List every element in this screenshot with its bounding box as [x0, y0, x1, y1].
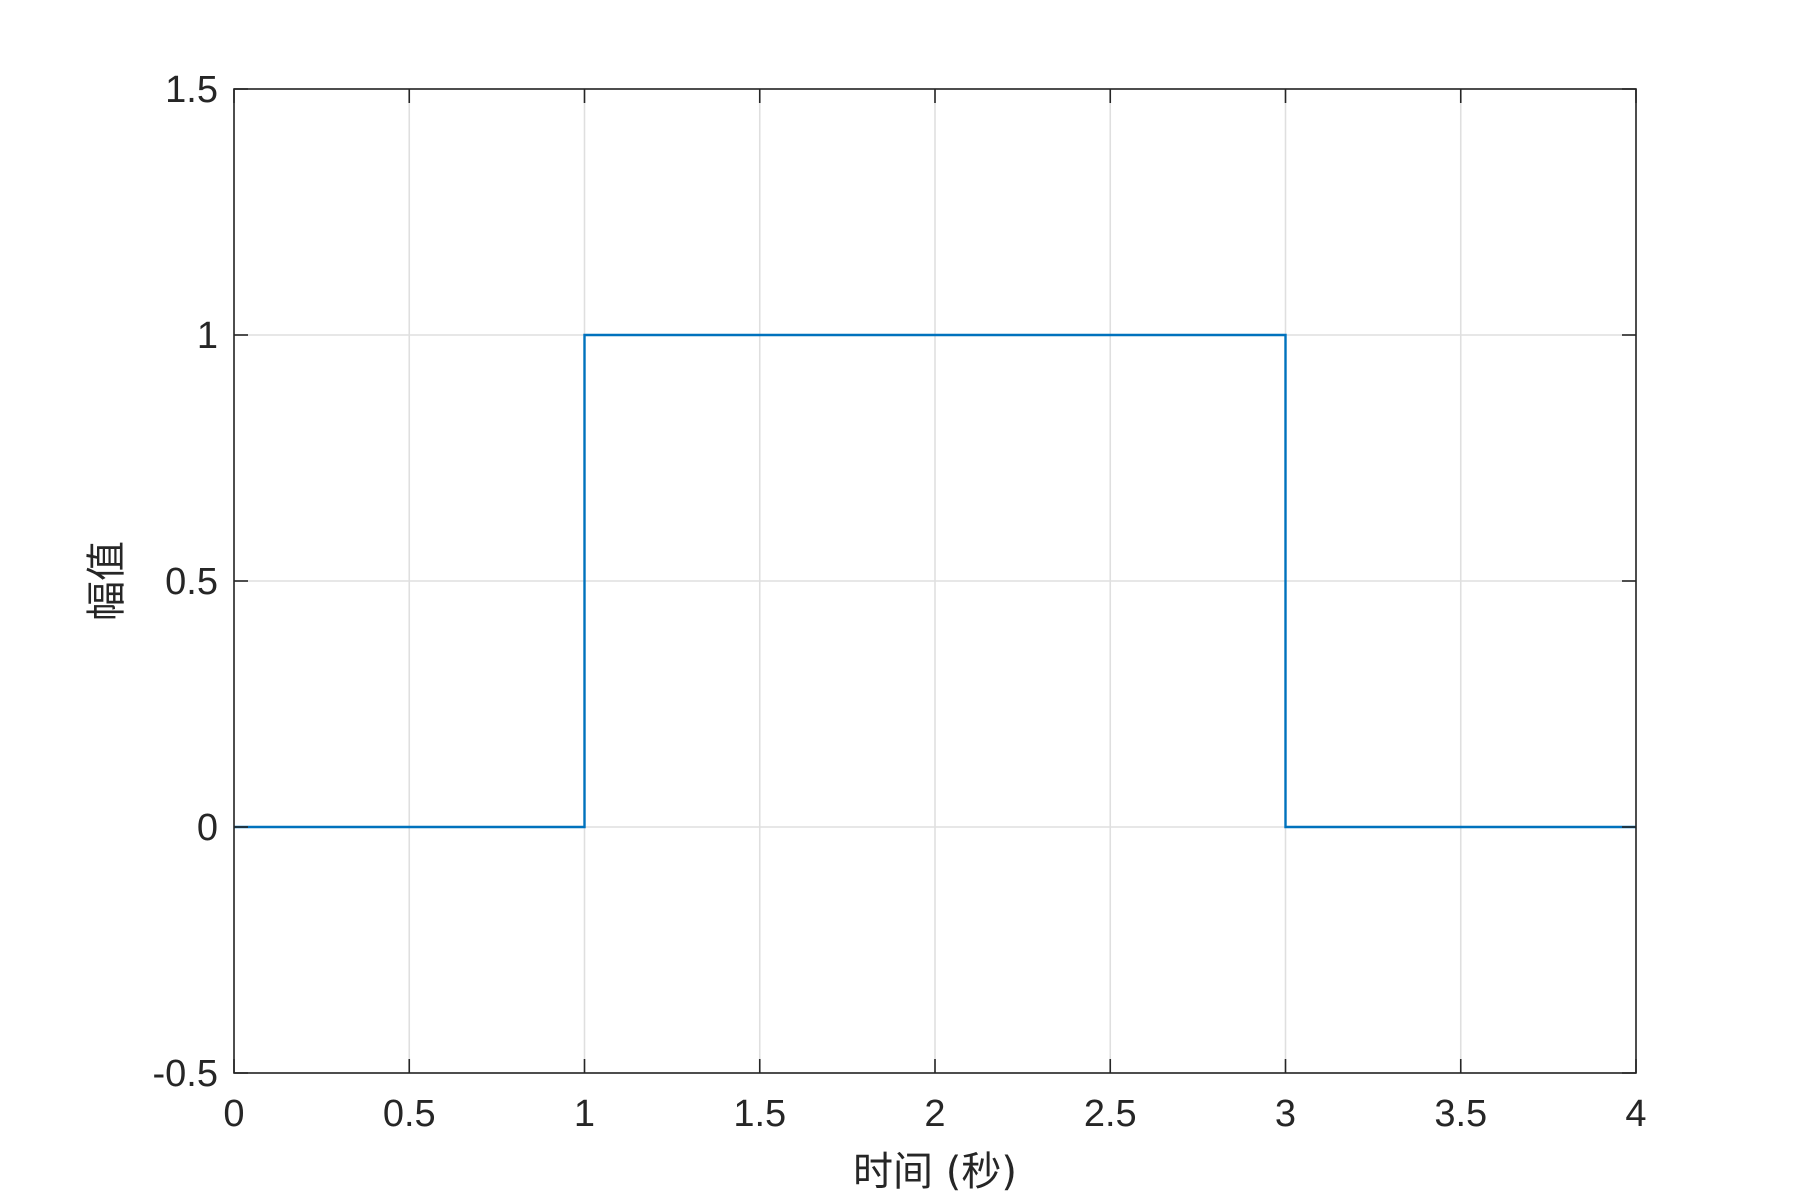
y-tick-label: 0.5: [165, 561, 218, 603]
x-axis-label: 时间 (秒): [853, 1149, 1017, 1195]
x-tick-label: 2.5: [1084, 1093, 1137, 1135]
y-tick-label: 1.5: [165, 69, 218, 111]
series-layer: [234, 333, 1636, 829]
y-tick-label: -0.5: [153, 1053, 218, 1095]
y-tick-labels: -0.5 0 0.5 1 1.5: [153, 69, 218, 1095]
x-tick-label: 2: [924, 1093, 945, 1135]
x-tick-label: 3.5: [1434, 1093, 1487, 1135]
y-tick-label: 1: [197, 315, 218, 357]
x-tick-label: 4: [1625, 1093, 1646, 1135]
x-tick-label: 1: [574, 1093, 595, 1135]
tick-marks: [233, 88, 1637, 1074]
x-tick-label: 3: [1275, 1093, 1296, 1135]
y-axis-label: 幅值: [84, 541, 130, 621]
x-tick-label: 0: [223, 1093, 244, 1135]
x-tick-labels: 0 0.5 1 1.5 2 2.5 3 3.5 4: [223, 1093, 1646, 1135]
x-tick-label: 1.5: [733, 1093, 786, 1135]
series-line-0: [234, 333, 1636, 829]
x-tick-label: 0.5: [383, 1093, 436, 1135]
plot-area: 0 0.5 1 1.5 2 2.5 3 3.5 4 -0.500.511.5: [153, 69, 1647, 1135]
y-tick-label: 0: [197, 807, 218, 849]
